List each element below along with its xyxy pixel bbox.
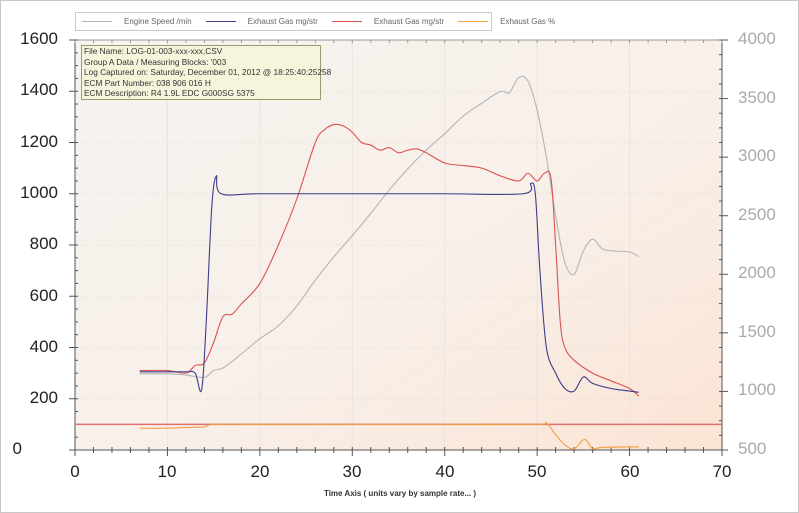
y-tick: 0 [12, 439, 22, 458]
series-line [139, 123, 640, 397]
y-tick: 600 [29, 286, 58, 305]
y-tick: 1000 [20, 183, 58, 202]
series-line [139, 75, 640, 379]
x-tick: 40 [435, 462, 455, 481]
log-info-box: File Name: LOG-01-003-xxx-xxx.CSV Group … [81, 45, 332, 100]
capture-date: Log Captured on: Saturday, December 01, … [84, 67, 332, 78]
ecm-description: ECM Description: R4 1.9L EDC G000SG 5375 [84, 88, 255, 99]
legend-label: Exhaust Gas mg/str [373, 17, 445, 26]
legend: Engine Speed /min Exhaust Gas mg/str Exh… [75, 12, 555, 31]
legend-label: Exhaust Gas mg/str [247, 17, 318, 26]
legend-item-exhaust-gas-blue: Exhaust Gas mg/str [205, 17, 326, 26]
y2-tick: 1500 [738, 322, 776, 341]
y-tick: 1400 [20, 80, 58, 99]
y-tick: 200 [29, 388, 58, 407]
y2-tick: 2500 [738, 205, 776, 224]
legend-label: Exhaust Gas % [500, 17, 556, 26]
y2-tick: 2000 [738, 263, 776, 282]
series-line [139, 421, 639, 450]
x-tick: 10 [157, 462, 177, 481]
x-tick: 0 [70, 462, 80, 481]
x-tick: 20 [250, 462, 270, 481]
y2-tick: 1000 [738, 380, 776, 399]
legend-label: Engine Speed /min [124, 17, 192, 26]
group-info: Group A Data / Measuring Blocks: '003 [84, 56, 227, 67]
file-name: File Name: LOG-01-003-xxx-xxx.CSV [84, 46, 223, 56]
axes [69, 39, 728, 456]
legend-swatch [205, 21, 236, 22]
legend-swatch [331, 21, 362, 22]
ecm-part-number: ECM Part Number: 038 906 016 H [84, 77, 211, 88]
legend-item-exhaust-gas-percent: Exhaust Gas % [458, 17, 563, 26]
x-tick: 70 [712, 462, 732, 481]
grid-lines [75, 40, 722, 450]
y2-tick: 500 [738, 439, 767, 458]
legend-item-engine-speed: Engine Speed /min [82, 17, 200, 26]
y-tick: 1600 [20, 29, 58, 48]
y-tick: 800 [29, 234, 58, 253]
y-tick: 1200 [20, 132, 58, 151]
x-tick: 50 [527, 462, 547, 481]
y-tick: 400 [29, 337, 58, 356]
x-axis-title: Time Axis ( units vary by sample rate...… [323, 489, 477, 498]
y2-tick: 3000 [738, 146, 776, 165]
legend-swatch [82, 21, 112, 22]
y2-tick: 4000 [738, 29, 776, 48]
series-line [139, 175, 639, 393]
legend-item-exhaust-gas-red: Exhaust Gas mg/str [331, 17, 452, 26]
legend-swatch [458, 21, 489, 22]
x-tick: 60 [620, 462, 640, 481]
x-tick: 30 [342, 462, 362, 481]
y2-tick: 3500 [738, 88, 776, 107]
series-lines [75, 75, 722, 450]
